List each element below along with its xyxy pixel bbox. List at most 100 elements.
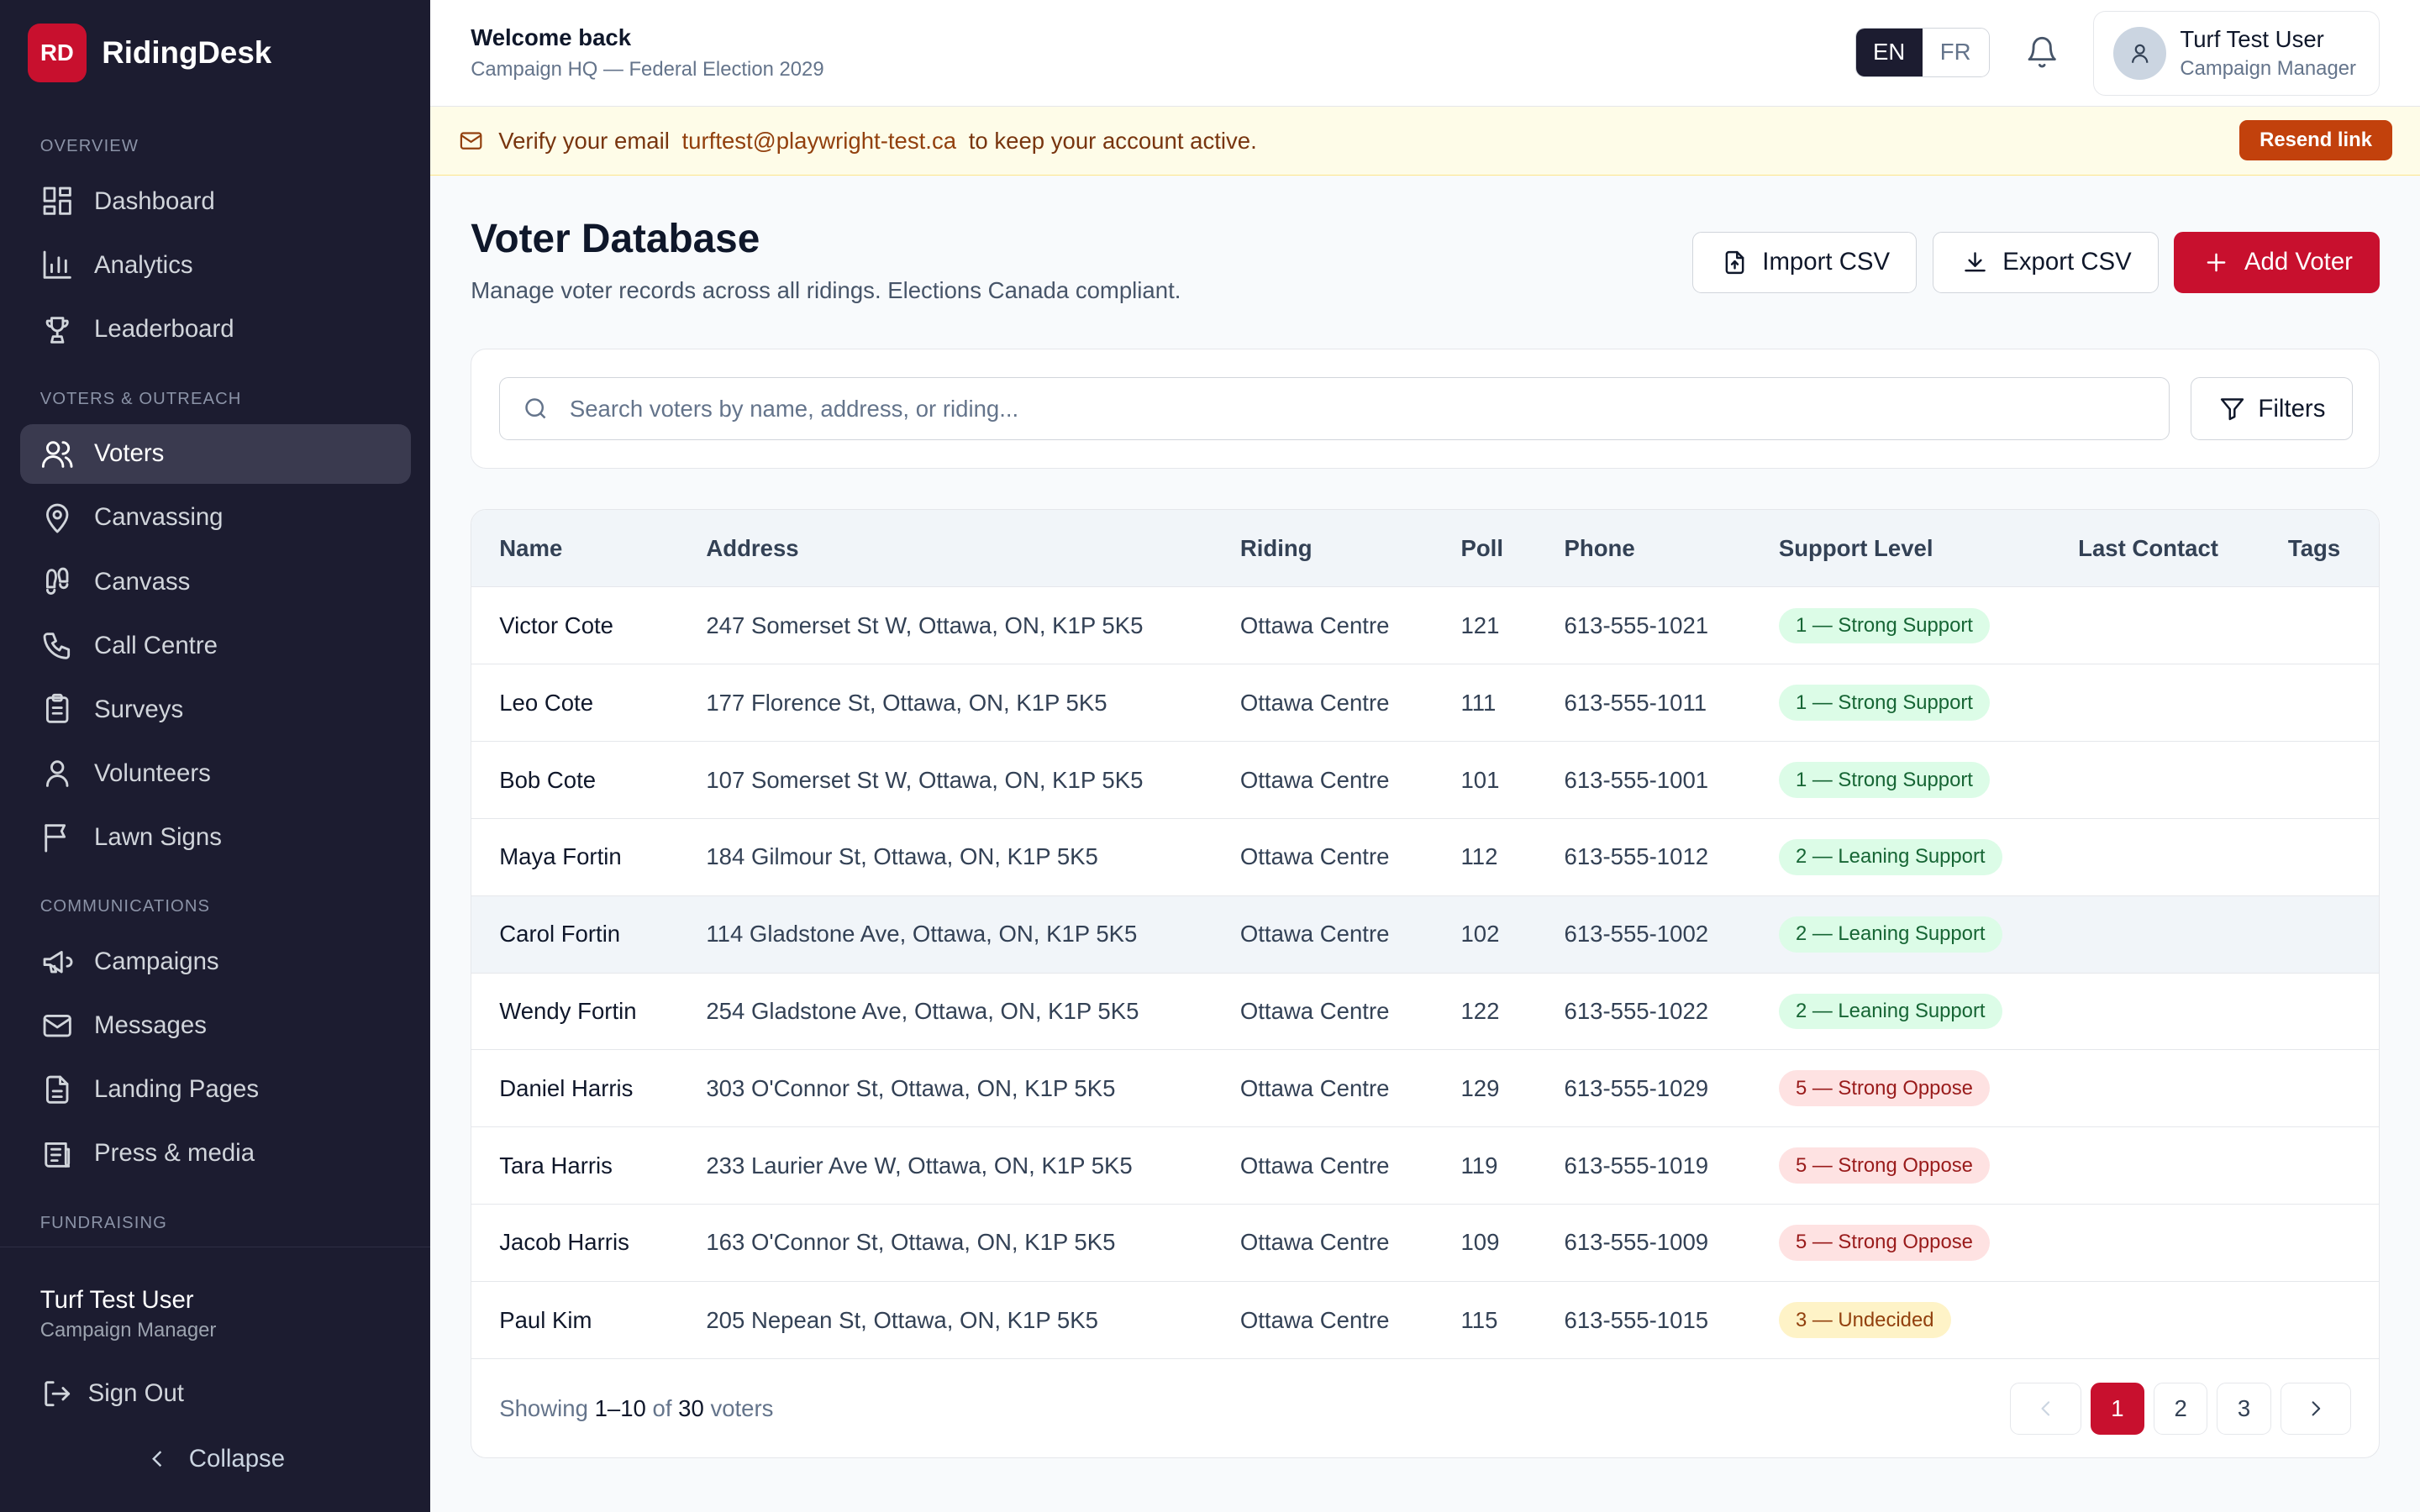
sidebar-user-role: Campaign Manager [39, 1319, 217, 1342]
column-header[interactable]: Address [706, 534, 799, 561]
sidebar-item-messages[interactable]: Messages [20, 996, 411, 1057]
sidebar-item-campaigns[interactable]: Campaigns [20, 932, 411, 993]
sidebar-item-label: Surveys [94, 695, 184, 723]
voter-tags [2288, 664, 2379, 742]
voter-poll: 115 [1460, 1306, 1498, 1333]
table-row[interactable]: Carol Fortin 114 Gladstone Ave, Ottawa, O… [471, 895, 2380, 974]
table-row[interactable]: Bob Cote 107 Somerset St W, Ottawa, ON, K… [471, 741, 2380, 819]
support-cell: 3 — Undecided [1778, 1281, 2078, 1358]
prev-page-button[interactable] [2010, 1382, 2081, 1436]
filters-button[interactable]: Filters [2191, 377, 2353, 441]
banner-email: turftest@playwright-test.ca [681, 127, 957, 154]
sidebar-footer: Turf Test User Campaign Manager Sign Out… [0, 1247, 431, 1473]
sidebar-item-canvass[interactable]: Canvass [20, 552, 411, 612]
voter-name: Maya Fortin [499, 843, 622, 870]
voter-phone: 613-555-1029 [1564, 1074, 1709, 1101]
lang-en-button[interactable]: EN [1855, 29, 1923, 76]
footprints-icon [45, 567, 69, 596]
table-row[interactable]: Maya Fortin 184 Gilmour St, Ottawa, ON, K… [471, 818, 2380, 895]
sidebar-item-label: Lawn Signs [94, 822, 222, 851]
column-header[interactable]: Last Contact [2078, 534, 2218, 561]
table-row[interactable]: Jacob Harris 163 O'Connor St, Ottawa, ON,… [471, 1204, 2380, 1282]
user-menu[interactable]: Turf Test User Campaign Manager [2092, 10, 2381, 96]
avatar [2113, 27, 2166, 80]
log-out-icon [45, 1381, 70, 1406]
voter-tags [2288, 818, 2379, 895]
add-voter-button[interactable]: Add Voter [2174, 231, 2381, 293]
sidebar-item-press-media[interactable]: Press & media [20, 1124, 411, 1184]
table-row[interactable]: Wendy Fortin 254 Gladstone Ave, Ottawa, O… [471, 973, 2380, 1050]
table-row[interactable]: Daniel Harris 303 O'Connor St, Ottawa, ON… [471, 1049, 2380, 1127]
table-row[interactable]: Leo Cote 177 Florence St, Ottawa, ON, K1P… [471, 664, 2380, 742]
sidebar-item-label: Canvass [94, 567, 191, 596]
sidebar-item-label: Leaderboard [94, 314, 234, 343]
page-button-3[interactable]: 3 [2217, 1382, 2271, 1436]
voter-last-contact [2078, 1205, 2288, 1282]
sidebar-item-lawn-signs[interactable]: Lawn Signs [20, 807, 411, 868]
support-badge: 5 — Strong Oppose [1778, 1147, 1991, 1184]
sidebar-item-analytics[interactable]: Analytics [20, 235, 411, 296]
voter-tags [2288, 1281, 2379, 1358]
next-page-button[interactable] [2280, 1382, 2352, 1436]
sidebar-item-dashboard[interactable]: Dashboard [20, 171, 411, 232]
collapse-button[interactable]: Collapse [40, 1445, 391, 1473]
sidebar-item-label: Canvassing [94, 503, 224, 532]
column-header[interactable]: Name [499, 534, 563, 561]
voter-poll: 121 [1460, 612, 1500, 638]
lang-fr-button[interactable]: FR [1922, 29, 1989, 76]
table-footer: Showing 1–10 of 30 voters 1 2 3 [471, 1358, 2380, 1457]
sign-out-button[interactable]: Sign Out [40, 1377, 391, 1410]
page-button-2[interactable]: 2 [2154, 1382, 2208, 1436]
search-input[interactable] [569, 395, 2113, 423]
table-body: Victor Cote 247 Somerset St W, Ottawa, ON… [471, 586, 2380, 1358]
verify-email-banner: Verify your email turftest@playwright-te… [430, 106, 2420, 176]
column-header[interactable]: Phone [1564, 534, 1635, 561]
voter-phone: 613-555-1001 [1564, 766, 1709, 793]
sidebar-item-label: Volunteers [94, 759, 211, 787]
resend-link-button[interactable]: Resend link [2239, 120, 2392, 160]
showing-summary: Showing 1–10 of 30 voters [499, 1395, 774, 1422]
trophy-icon [45, 316, 69, 344]
sidebar-item-surveys[interactable]: Surveys [20, 680, 411, 740]
voter-tags [2288, 742, 2379, 819]
import-csv-button[interactable]: Import CSV [1691, 231, 1918, 293]
voter-poll: 111 [1460, 689, 1497, 716]
support-cell: 2 — Leaning Support [1778, 818, 2078, 895]
download-icon [1964, 251, 1986, 272]
voter-poll: 102 [1460, 921, 1500, 948]
add-voter-label: Add Voter [2244, 248, 2353, 276]
support-badge: 1 — Strong Support [1778, 607, 1991, 644]
voter-name: Daniel Harris [499, 1074, 634, 1101]
notifications-button[interactable] [2025, 35, 2059, 69]
column-header[interactable]: Poll [1460, 534, 1503, 561]
bar-chart-icon [43, 251, 71, 280]
column-header[interactable]: Tags [2287, 534, 2341, 561]
column-header[interactable]: Support Level [1778, 534, 1933, 561]
voter-address: 233 Laurier Ave W, Ottawa, ON, K1P 5K5 [706, 1152, 1133, 1179]
section-label: Voters & Outreach [39, 389, 242, 408]
column-header[interactable]: Riding [1239, 534, 1313, 561]
phone-icon [43, 633, 70, 660]
sidebar-item-landing-pages[interactable]: Landing Pages [20, 1060, 411, 1121]
sidebar-item-call-centre[interactable]: Call Centre [20, 616, 411, 676]
chevron-right-icon [2312, 1401, 2321, 1416]
sidebar-item-volunteers[interactable]: Volunteers [20, 743, 411, 804]
sidebar-item-voters[interactable]: Voters [19, 423, 411, 485]
page-button-1[interactable]: 1 [2090, 1382, 2145, 1436]
search-field [499, 377, 2170, 441]
support-badge: 1 — Strong Support [1778, 762, 1991, 798]
support-badge: 2 — Leaning Support [1778, 993, 2002, 1030]
voter-poll: 112 [1460, 843, 1498, 870]
sidebar-item-leaderboard[interactable]: Leaderboard [20, 299, 411, 360]
table-row[interactable]: Tara Harris 233 Laurier Ave W, Ottawa, ON… [471, 1126, 2380, 1205]
table-row[interactable]: Paul Kim 205 Nepean St, Ottawa, ON, K1P 5… [471, 1281, 2380, 1358]
voter-phone: 613-555-1015 [1564, 1306, 1709, 1333]
import-csv-label: Import CSV [1762, 248, 1891, 276]
export-csv-button[interactable]: Export CSV [1932, 231, 2159, 293]
table-row[interactable]: Victor Cote 247 Somerset St W, Ottawa, ON… [471, 586, 2380, 664]
user-icon [45, 760, 69, 788]
filters-label: Filters [2258, 394, 2326, 423]
section-label: Communications [39, 897, 211, 916]
sidebar-item-canvassing[interactable]: Canvassing [20, 488, 411, 549]
brand-name: RidingDesk [102, 35, 272, 71]
